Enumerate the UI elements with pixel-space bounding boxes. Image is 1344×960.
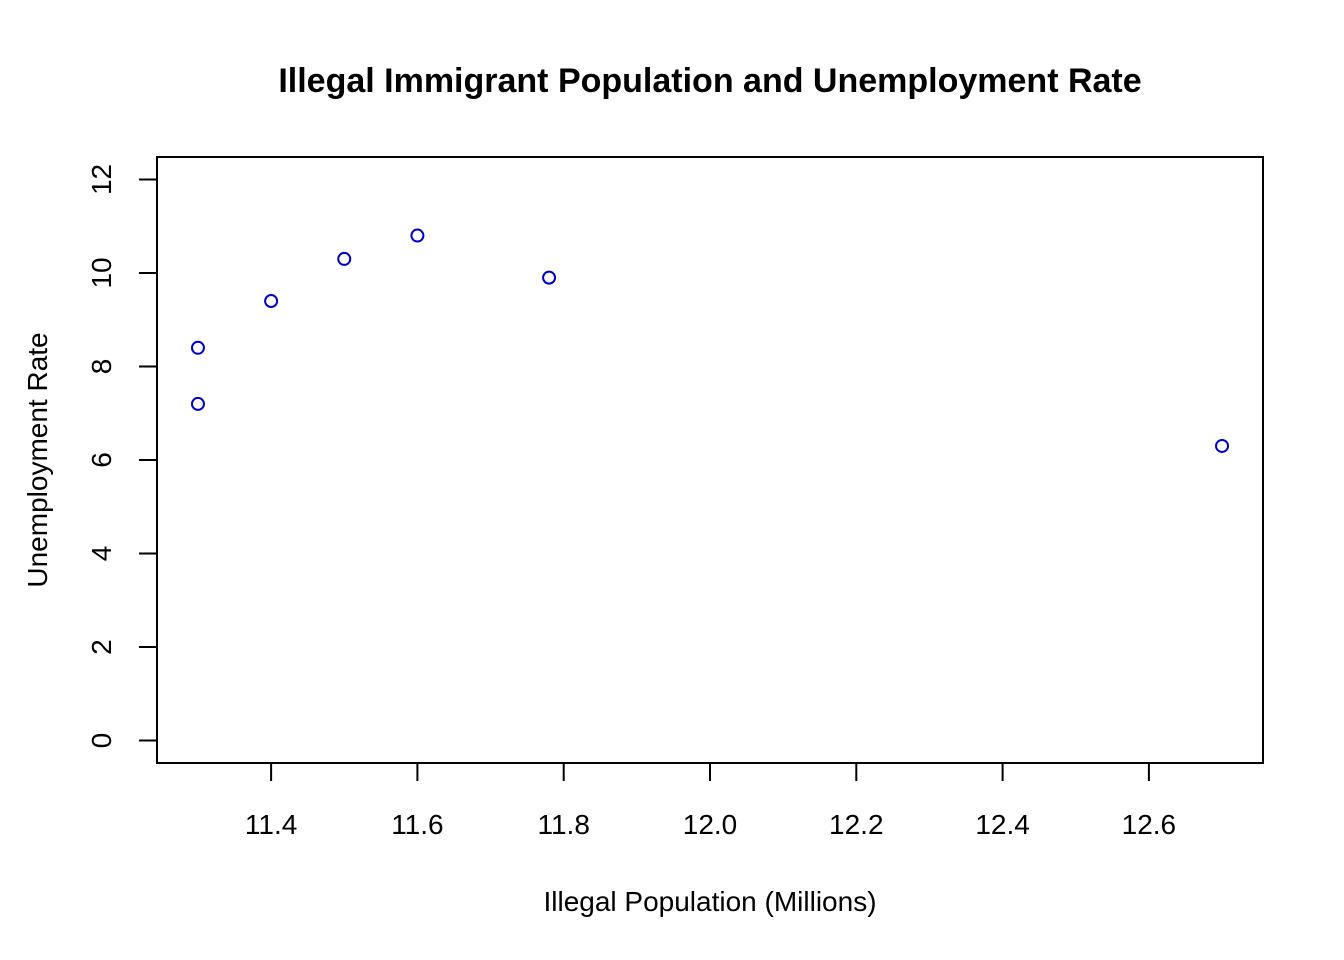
x-tick-label: 11.6	[391, 809, 443, 840]
y-tick-label: 10	[86, 257, 117, 288]
data-point	[190, 396, 205, 411]
plot-area-frame	[156, 156, 1264, 764]
data-point	[264, 294, 279, 309]
y-axis: 0 2 4 6 8 10 12	[86, 164, 158, 749]
y-tick-label: 2	[86, 639, 117, 655]
data-point	[1215, 438, 1230, 453]
y-tick-label: 0	[86, 733, 117, 749]
x-tick-label: 12.0	[683, 809, 738, 840]
x-axis: 11.4 11.6 11.8 12.0 12.2 12.4 12.6	[245, 762, 1177, 840]
y-tick-label: 8	[86, 359, 117, 375]
y-tick-label: 6	[86, 452, 117, 468]
y-tick-label: 12	[86, 164, 117, 195]
data-point	[190, 340, 205, 355]
x-tick-label: 11.4	[245, 809, 297, 840]
x-tick-label: 12.4	[975, 809, 1030, 840]
data-point	[337, 251, 352, 266]
x-tick-label: 11.8	[537, 809, 589, 840]
y-tick-label: 4	[86, 546, 117, 562]
x-tick-label: 12.2	[829, 809, 884, 840]
y-axis-label: Unemployment Rate	[22, 332, 53, 587]
data-point	[410, 228, 425, 243]
x-axis-label: Illegal Population (Millions)	[543, 886, 876, 917]
chart-title: Illegal Immigrant Population and Unemplo…	[278, 62, 1141, 100]
x-tick-label: 12.6	[1122, 809, 1177, 840]
data-points	[190, 228, 1230, 453]
data-point	[542, 270, 557, 285]
